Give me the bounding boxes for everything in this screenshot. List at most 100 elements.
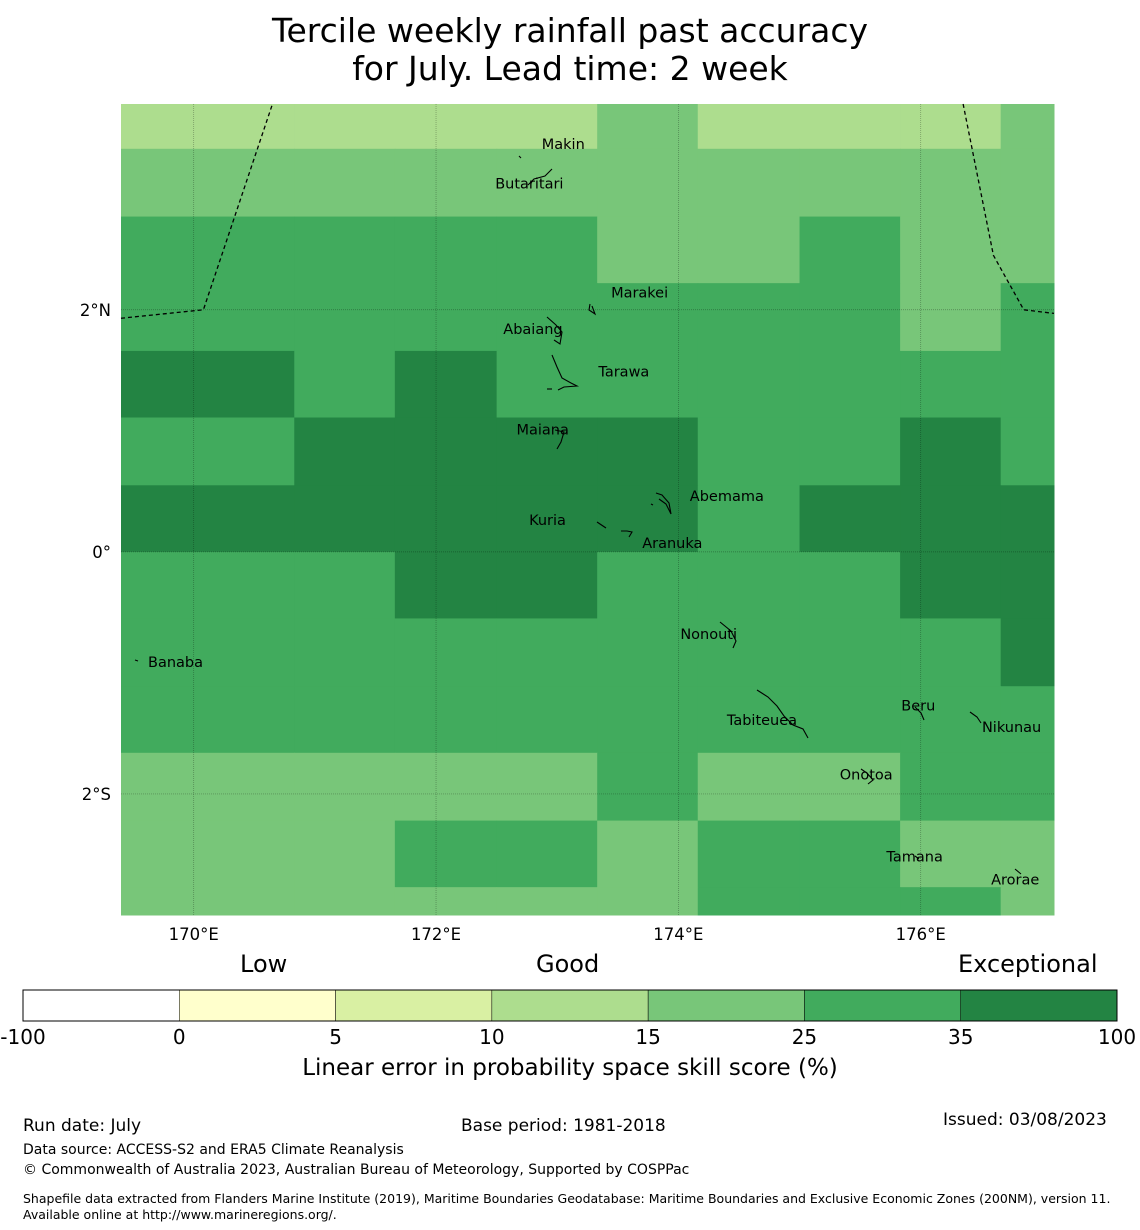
- grid-cell: [1000, 551, 1055, 619]
- grid-cell: [121, 551, 295, 619]
- grid-cell: [121, 216, 295, 284]
- grid-cell: [697, 686, 801, 754]
- grid-cell: [394, 820, 498, 888]
- grid-cell: [799, 618, 901, 687]
- island-label: Butaritari: [495, 177, 563, 193]
- grid-cell: [799, 283, 901, 352]
- island-label: Nonouti: [680, 627, 737, 643]
- island-outline: [551, 354, 580, 391]
- colorbar-tick-label: 0: [172, 1025, 186, 1049]
- grid-cell: [900, 820, 1002, 888]
- island-outline: [914, 855, 920, 860]
- grid-cell: [900, 148, 1002, 218]
- grid-cell: [1000, 752, 1055, 822]
- grid-cell: [121, 686, 295, 754]
- grid-cell: [121, 283, 295, 352]
- base-period: Base period: 1981-2018: [461, 1116, 666, 1136]
- graticule: [121, 104, 1054, 915]
- grid-cell: [697, 283, 801, 352]
- colorbar-tick-label: 5: [329, 1025, 342, 1049]
- island-label: Tamana: [885, 850, 942, 866]
- island-label: Kuria: [529, 513, 566, 529]
- colorbar-tick-label: 35: [947, 1025, 974, 1049]
- grid-cell: [496, 216, 598, 284]
- issued-date: Issued: 03/08/2023: [943, 1110, 1107, 1130]
- grid-cell: [121, 104, 295, 150]
- grid-cell: [697, 485, 801, 553]
- grid-cell: [597, 752, 699, 822]
- grid-cell: [799, 887, 901, 916]
- grid-cell: [597, 350, 699, 419]
- grid-cell: [697, 417, 801, 486]
- grid-cell: [1000, 417, 1055, 486]
- island-label: Marakei: [611, 286, 668, 302]
- title-line-1: Tercile weekly rainfall past accuracy: [271, 11, 869, 50]
- grid-cell: [900, 104, 1002, 150]
- island-outline: [969, 711, 982, 724]
- colorbar-tick-label: 10: [479, 1025, 505, 1049]
- grid-cell: [900, 283, 1002, 352]
- lon-tick-label: 176°E: [896, 925, 946, 944]
- island-label: Abemama: [690, 489, 764, 505]
- colorbar: [22, 989, 1118, 1022]
- colorbar-segment: [647, 989, 805, 1022]
- grid-cell: [597, 551, 699, 619]
- grid-cell: [496, 485, 598, 553]
- grid-cell: [121, 350, 295, 419]
- grid-cell: [1000, 350, 1055, 419]
- island-outline: [554, 429, 565, 450]
- island-outlines: [134, 155, 1022, 875]
- tier-good-label: Good: [536, 950, 600, 978]
- grid-cell: [799, 417, 901, 486]
- shapefile-credit: Shapefile data extracted from Flanders M…: [23, 1191, 1111, 1222]
- grid-cell: [394, 551, 498, 619]
- island-label: Arorae: [991, 873, 1039, 889]
- grid-cell: [1000, 148, 1055, 218]
- grid-cell: [1000, 283, 1055, 352]
- grid-cell: [121, 752, 295, 822]
- grid-cell: [597, 686, 699, 754]
- grid-cell: [597, 104, 699, 150]
- lon-tick-label: 170°E: [169, 925, 219, 944]
- colorbar-label: Linear error in probability space skill …: [302, 1055, 838, 1081]
- grid-cell: [597, 216, 699, 284]
- data-source: Data source: ACCESS-S2 and ERA5 Climate …: [23, 1142, 404, 1158]
- grid-cell: [597, 417, 699, 486]
- run-date: Run date: July: [23, 1116, 142, 1136]
- grid-cell: [394, 887, 498, 916]
- grid-cell: [294, 618, 396, 687]
- island-label: Tabiteuea: [726, 713, 797, 729]
- grid-cell: [1000, 104, 1055, 150]
- colorbar-segment: [804, 989, 961, 1022]
- grid-cell: [294, 686, 396, 754]
- island-label: Nikunau: [982, 720, 1041, 736]
- island-label: Tarawa: [597, 364, 649, 380]
- copyright: © Commonwealth of Australia 2023, Austra…: [23, 1162, 690, 1178]
- grid-cell: [799, 820, 901, 888]
- grid-cell: [900, 618, 1002, 687]
- colorbar-segment: [22, 989, 180, 1022]
- grid-cell: [697, 350, 801, 419]
- grid-cell: [597, 485, 699, 553]
- title-line-2: for July. Lead time: 2 week: [352, 49, 788, 88]
- grid-cell: [900, 551, 1002, 619]
- grid-cell: [900, 216, 1002, 284]
- grid-cell: [496, 820, 598, 888]
- grid-cell: [1000, 216, 1055, 284]
- island-outline: [655, 492, 672, 515]
- lon-tick-label: 174°E: [653, 925, 703, 944]
- grid-cell: [597, 618, 699, 687]
- grid-cell: [394, 417, 498, 486]
- lat-tick-label: 2°S: [82, 785, 111, 804]
- island-outline: [914, 706, 925, 721]
- island-label: Aranuka: [642, 536, 702, 552]
- axis-ticks: 170°E 172°E 174°E 176°E 2°N 0° 2°S: [80, 301, 946, 944]
- grid-cell: [394, 350, 498, 419]
- grid-cell: [294, 752, 396, 822]
- tier-low-label: Low: [240, 950, 288, 978]
- eez-line-east: [962, 103, 1055, 315]
- grid-cell: [1000, 686, 1055, 754]
- island-outline: [719, 621, 737, 649]
- island-label: Maiana: [516, 422, 568, 438]
